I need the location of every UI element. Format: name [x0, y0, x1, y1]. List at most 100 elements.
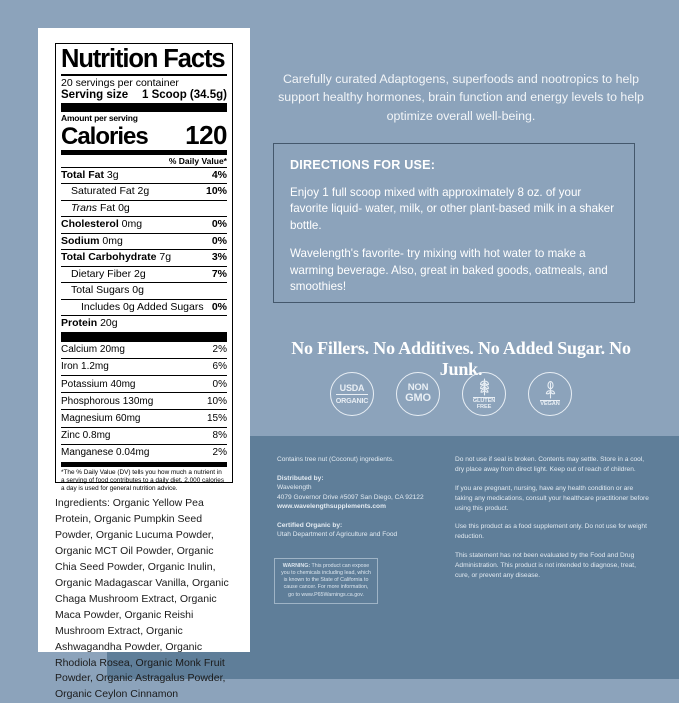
non-gmo-line1: NON	[407, 382, 429, 394]
nutrient-section-divider	[61, 331, 227, 341]
gluten-free-caption-line2: FREE	[476, 404, 492, 411]
nutrient-daily-value: 0%	[211, 234, 227, 247]
vegan-caption: VEGAN	[540, 399, 560, 408]
gluten-free-caption-line1: GLUTEN	[472, 396, 496, 405]
certification-badges: USDA ORGANIC NON GMO GLUTEN FREE	[330, 372, 572, 416]
micronutrient-row: Magnesium 60mg 15%	[61, 409, 227, 426]
nutrient-rows: Total Fat 3g 4% Saturated Fat 2g 10% Trans F…	[61, 166, 227, 332]
pregnancy-warning-statement: If you are pregnant, nursing, have any h…	[455, 484, 649, 512]
directions-title: DIRECTIONS FOR USE:	[290, 158, 436, 172]
non-gmo-line2: GMO	[405, 392, 431, 405]
usda-organic-line2: ORGANIC	[335, 394, 369, 405]
nutrient-daily-value: 4%	[211, 168, 227, 181]
distributor-address: 4079 Governor Drive #5097 San Diego, CA …	[277, 493, 424, 501]
fda-disclaimer-statement: This statement has not been evaluated by…	[455, 552, 636, 580]
certified-organic-label: Certified Organic by:	[277, 521, 343, 529]
vegan-badge: VEGAN	[528, 372, 572, 416]
micronutrient-name: Phosphorous 130mg	[61, 395, 154, 407]
nutrient-daily-value: 3%	[211, 251, 227, 264]
calories-value: 120	[185, 119, 227, 150]
micronutrient-name: Calcium 20mg	[61, 344, 125, 356]
wheat-icon	[477, 377, 492, 396]
micronutrient-row: Iron 1.2mg 6%	[61, 357, 227, 375]
nutrient-daily-value: 10%	[205, 185, 227, 198]
supplement-use-statement: Use this product as a food supplement on…	[455, 523, 647, 541]
product-label-card: Nutrition Facts 20 servings per containe…	[38, 28, 250, 700]
micronutrient-row: Calcium 20mg 2%	[61, 340, 227, 358]
nutrient-name: Saturated Fat 2g	[71, 185, 150, 198]
nutrition-facts-panel: Nutrition Facts 20 servings per containe…	[55, 43, 233, 492]
nutrient-row: Saturated Fat 2g 10%	[61, 183, 227, 200]
nutrition-facts-title: Nutrition Facts	[61, 45, 226, 73]
fine-print-right-column: Do not use if seal is broken. Contents m…	[455, 455, 650, 590]
nutrient-name: Sodium 0mg	[61, 234, 123, 247]
nutrient-name: Total Fat 3g	[61, 168, 119, 181]
nutrient-row: Dietary Fiber 2g 7%	[61, 265, 227, 283]
nutrient-name: Dietary Fiber 2g	[71, 267, 146, 280]
nutrient-name: Total Sugars 0g	[71, 284, 144, 297]
distributed-by-label: Distributed by:	[277, 474, 324, 482]
distributor-block: Distributed by: Wavelength 4079 Governor…	[277, 474, 452, 512]
nutrient-row: Total Sugars 0g	[61, 282, 227, 299]
certified-organic-by: Utah Department of Agriculture and Food	[277, 531, 398, 539]
usda-organic-badge: USDA ORGANIC	[330, 372, 374, 416]
nutrient-row: Protein 20g	[61, 315, 227, 332]
micronutrient-name: Iron 1.2mg	[61, 361, 109, 373]
micronutrient-row: Phosphorous 130mg 10%	[61, 392, 227, 409]
serving-size-label: Serving size	[61, 88, 129, 101]
ingredients-list: Ingredients: Organic Yellow Pea Protein,…	[55, 497, 229, 701]
storage-statement: Do not use if seal is broken. Contents m…	[455, 456, 645, 473]
micronutrient-daily-value: 6%	[212, 361, 227, 373]
distributor-name: Wavelength	[277, 484, 312, 492]
micronutrient-daily-value: 2%	[212, 447, 227, 459]
allergen-statement: Contains tree nut (Coconut) ingredients.	[277, 456, 394, 463]
nutrient-daily-value: 0%	[211, 218, 227, 231]
usda-organic-line1: USDA	[339, 382, 365, 393]
servings-per-container: 20 servings per container	[61, 76, 179, 89]
marketing-tagline: No Fillers. No Additives. No Added Sugar…	[291, 338, 631, 379]
micronutrient-name: Manganese 0.04mg	[61, 447, 150, 459]
nutrient-name: Protein 20g	[61, 317, 118, 330]
distributor-website[interactable]: www.wavelengthsupplements.com	[277, 503, 386, 511]
directions-paragraph-2: Wavelength's favorite- try mixing with h…	[290, 247, 608, 294]
micronutrient-daily-value: 15%	[206, 412, 227, 424]
micronutrient-row: Potassium 40mg 0%	[61, 374, 227, 392]
nutrient-name: Cholesterol 0mg	[61, 218, 143, 231]
fine-print-left-column: Contains tree nut (Coconut) ingredients.…	[277, 455, 452, 549]
certifier-block: Certified Organic by: Utah Department of…	[277, 521, 452, 540]
micronutrient-daily-value: 0%	[212, 378, 227, 390]
prop65-warning-title: WARNING:	[282, 563, 311, 569]
plant-icon	[543, 380, 558, 399]
directions-for-use-box: DIRECTIONS FOR USE: Enjoy 1 full scoop m…	[273, 143, 635, 303]
micronutrient-name: Potassium 40mg	[61, 378, 136, 390]
serving-size-row: Serving size 1 Scoop (34.5g)	[61, 89, 227, 103]
nutrient-daily-value: 0%	[211, 300, 227, 313]
non-gmo-badge: NON GMO	[396, 372, 440, 416]
amount-per-serving-label: Amount per serving	[61, 112, 138, 123]
nutrient-row: Sodium 0mg 0%	[61, 232, 227, 250]
micronutrient-daily-value: 2%	[212, 344, 227, 356]
serving-size-value: 1 Scoop (34.5g)	[142, 88, 227, 101]
micronutrient-row: Zinc 0.8mg 8%	[61, 426, 227, 444]
nutrient-name: Includes 0g Added Sugars	[81, 300, 204, 313]
micronutrient-daily-value: 10%	[206, 395, 227, 407]
micronutrient-name: Magnesium 60mg	[61, 412, 141, 424]
daily-value-footnote: *The % Daily Value (DV) tells you how mu…	[61, 461, 227, 492]
micronutrient-rows: Calcium 20mg 2% Iron 1.2mg 6% Potassium 40mg…	[61, 340, 227, 461]
nutrient-row: Total Carbohydrate 7g 3%	[61, 249, 227, 266]
gluten-free-badge: GLUTEN FREE	[462, 372, 506, 416]
intro-description: Carefully curated Adaptogens, superfoods…	[278, 72, 644, 123]
nutrient-name: Trans Fat 0g	[71, 201, 130, 214]
calories-row: Calories 120	[61, 119, 227, 150]
micronutrient-daily-value: 8%	[212, 430, 227, 442]
nutrient-row: Trans Fat 0g	[61, 199, 227, 217]
calories-label: Calories	[61, 122, 149, 150]
nutrient-daily-value: 7%	[211, 267, 227, 280]
daily-value-header: % Daily Value*	[168, 155, 227, 166]
nutrient-row: Includes 0g Added Sugars 0%	[61, 298, 227, 316]
prop65-warning-box: WARNING: This product can expose you to …	[274, 558, 378, 604]
nutrient-row: Total Fat 3g 4%	[61, 166, 227, 184]
nutrient-name: Total Carbohydrate 7g	[61, 251, 172, 264]
directions-paragraph-1: Enjoy 1 full scoop mixed with approximat…	[290, 186, 615, 232]
prop65-warning-text: This product can expose you to chemicals…	[281, 563, 371, 598]
